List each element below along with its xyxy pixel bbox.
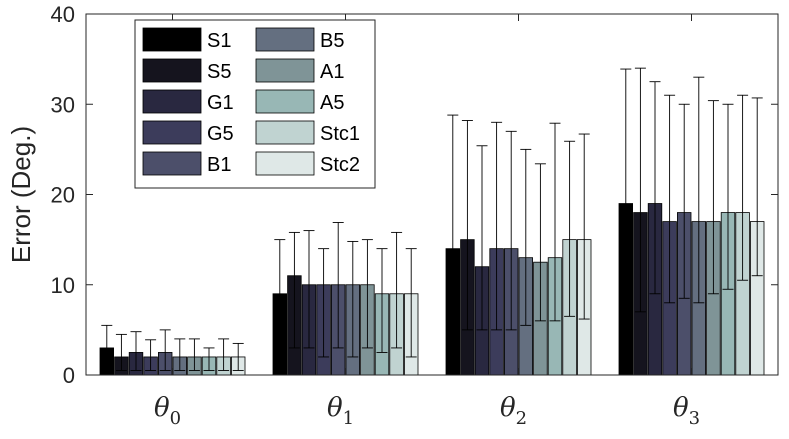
legend-swatch-b5	[255, 27, 315, 52]
x-tick-label-3: θ3	[673, 393, 700, 429]
legend-label-stc2: Stc2	[320, 154, 360, 176]
y-tick-label-30: 30	[51, 92, 75, 117]
legend-swatch-b1	[142, 151, 202, 176]
y-tick-label-10: 10	[51, 273, 75, 298]
legend-label-stc1: Stc1	[320, 123, 360, 145]
y-tick-label-40: 40	[51, 2, 75, 27]
legend-swatch-g1	[142, 89, 202, 114]
x-tick-label-subscript-0: 0	[170, 408, 181, 429]
legend-swatch-a1	[255, 58, 315, 83]
legend-swatch-s1	[142, 27, 202, 52]
legend-label-g5: G5	[207, 123, 234, 145]
legend-label-s1: S1	[207, 30, 231, 52]
y-tick-label-20: 20	[51, 183, 75, 208]
legend-label-a1: A1	[320, 61, 344, 83]
legend-swatch-a5	[255, 89, 315, 114]
x-tick-label-2: θ2	[500, 393, 527, 429]
legend-label-g1: G1	[207, 92, 234, 114]
legend-label-a5: A5	[320, 92, 344, 114]
y-tick-label-0: 0	[63, 363, 75, 388]
legend-label-b5: B5	[320, 30, 344, 52]
legend-swatch-s5	[142, 58, 202, 83]
x-tick-label-0: θ0	[154, 393, 181, 429]
x-tick-label-1: θ1	[327, 393, 354, 429]
legend-swatch-stc1	[255, 120, 315, 145]
x-tick-label-subscript-1: 1	[343, 408, 354, 429]
x-tick-label-subscript-2: 2	[516, 408, 527, 429]
y-axis-label: Error (Deg.)	[6, 126, 36, 263]
legend-swatch-stc2	[255, 151, 315, 176]
legend-swatch-g5	[142, 120, 202, 145]
legend-label-s5: S5	[207, 61, 231, 83]
x-tick-label-subscript-3: 3	[689, 408, 700, 429]
legend-label-b1: B1	[207, 154, 231, 176]
